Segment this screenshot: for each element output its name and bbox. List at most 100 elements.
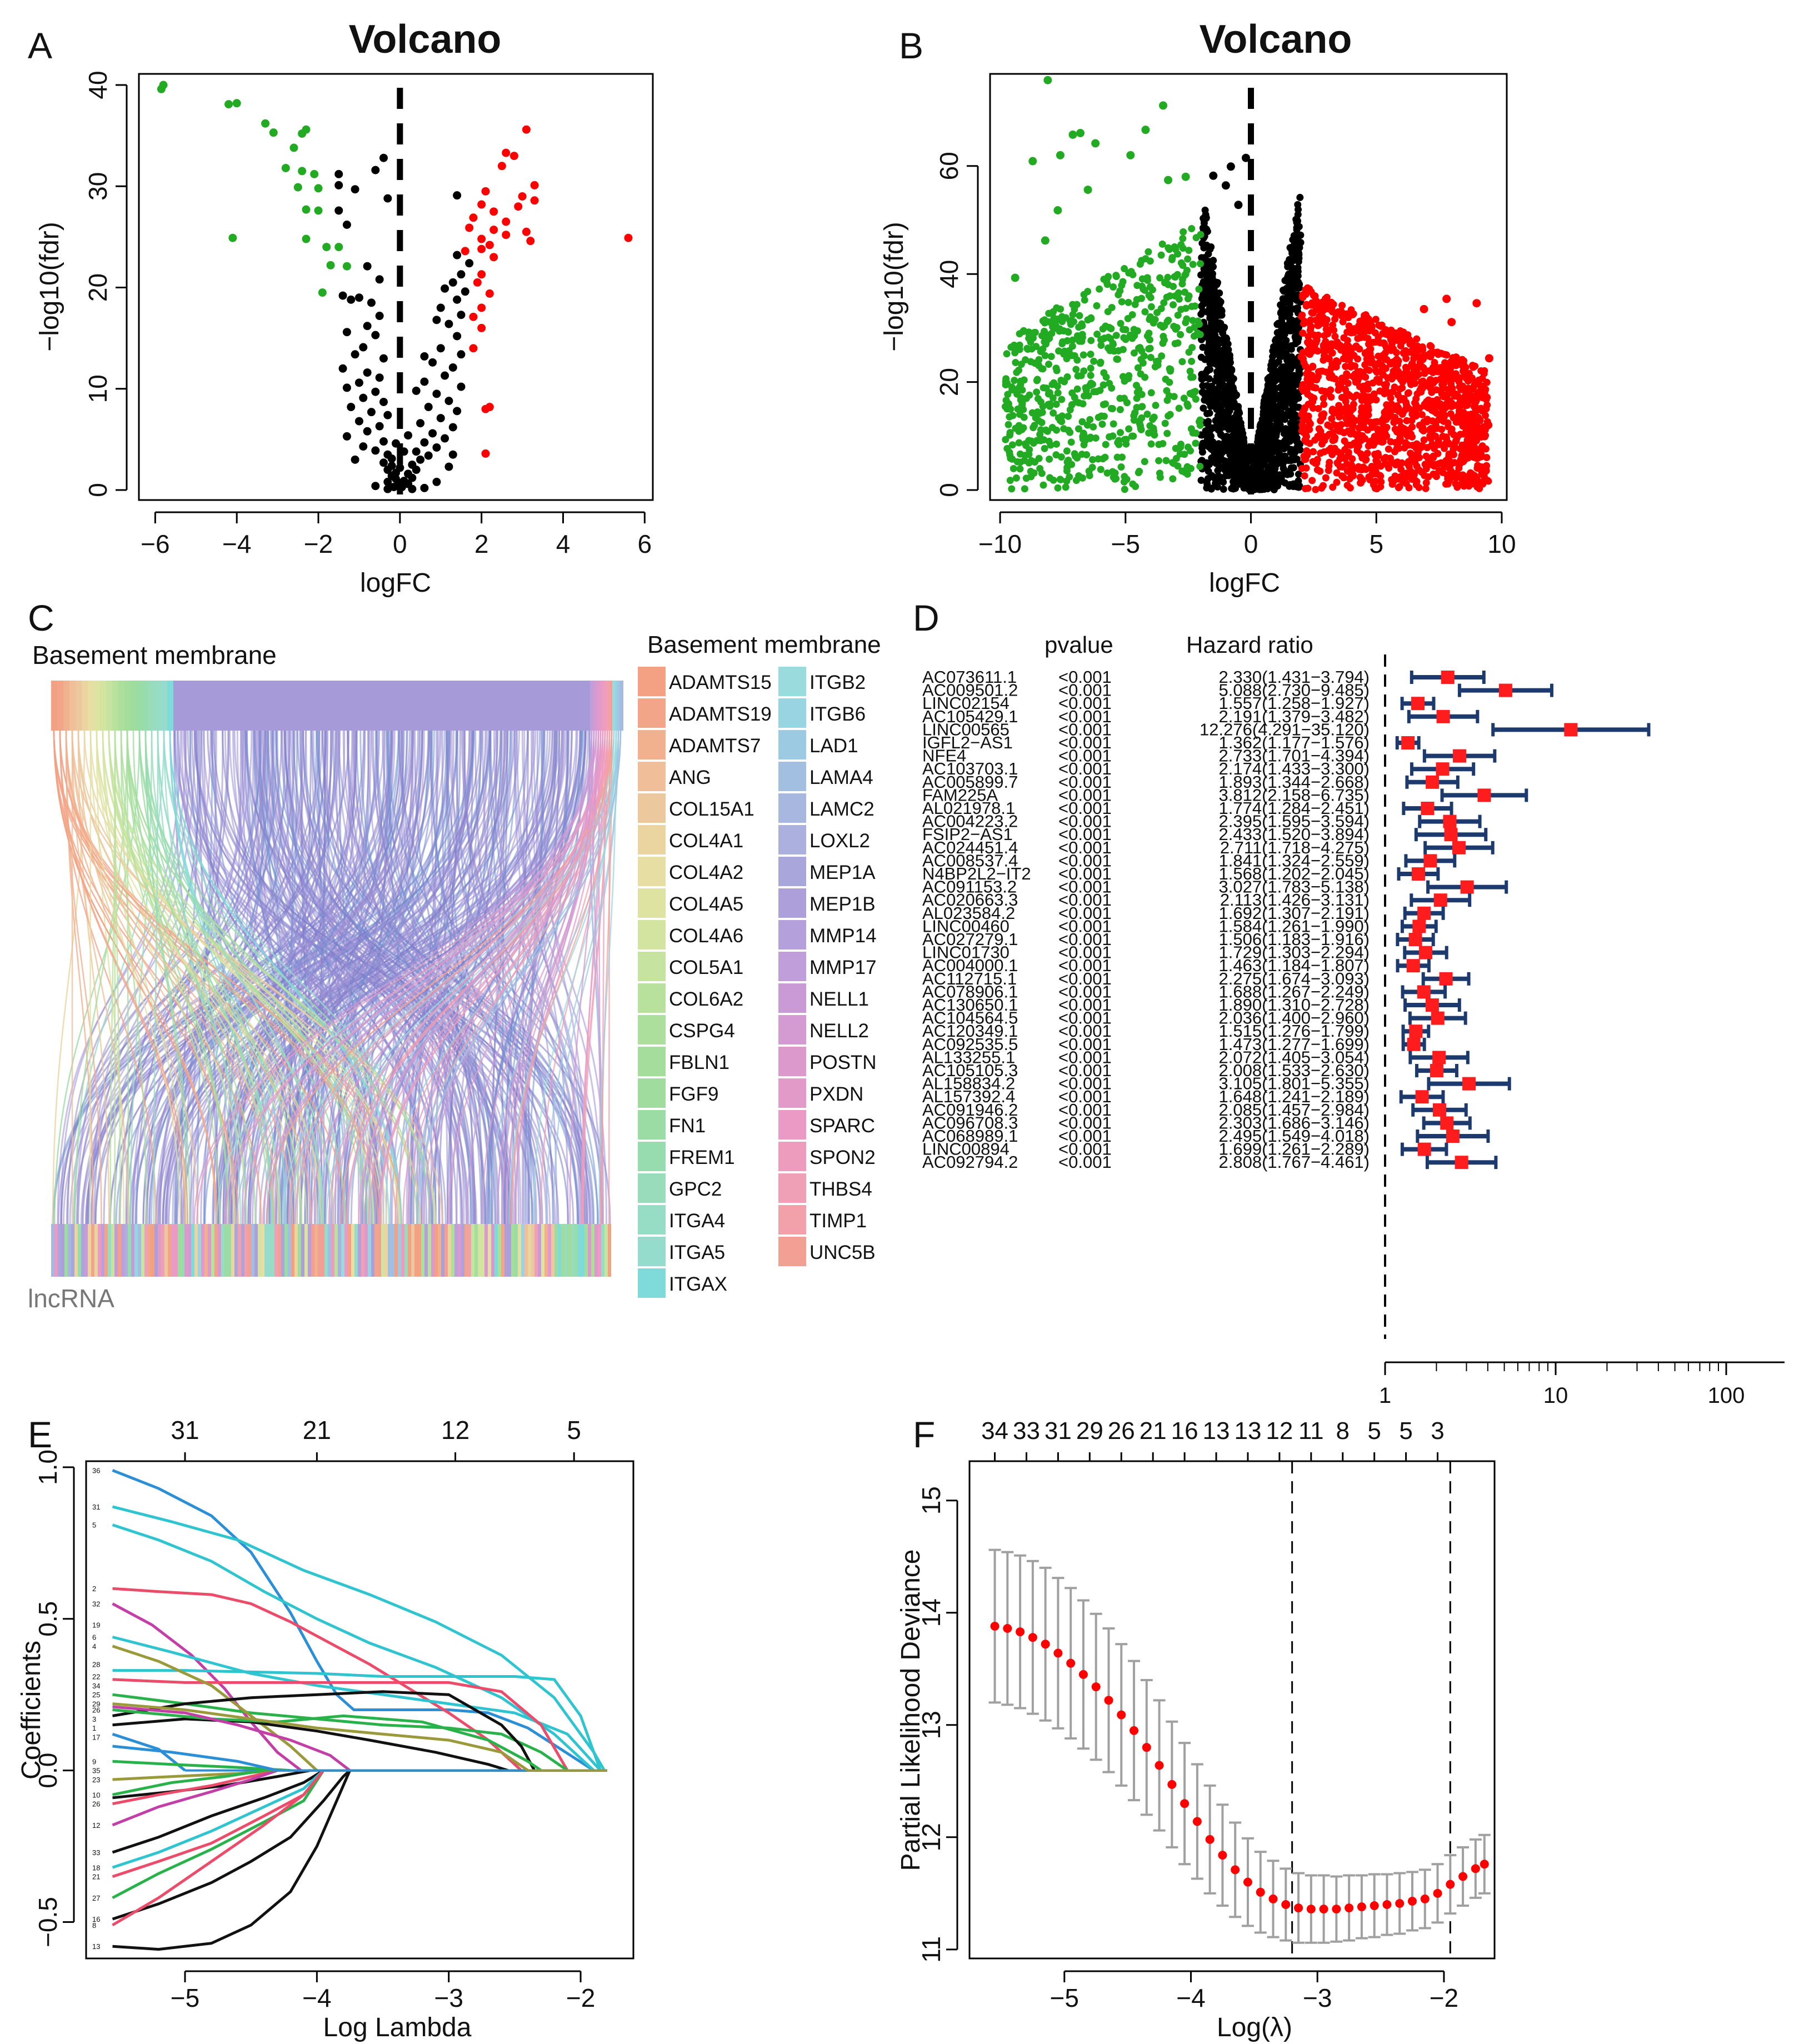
volcano-b-point-down: [1076, 129, 1085, 138]
volcano-b-point-down: [1042, 384, 1050, 392]
volcano-a-point-ns: [334, 206, 343, 215]
sankey-top-node: [621, 681, 623, 731]
forest-pvalue: <0.001: [1058, 1100, 1112, 1120]
volcano-b-point-down: [1131, 301, 1139, 308]
volcano-b-point-ns: [1284, 274, 1292, 282]
forest-hr-text: 12.276(4.291−35.120): [1200, 719, 1370, 739]
forest-gene-label: AC027279.1: [922, 929, 1018, 949]
legend-swatch: [778, 825, 806, 854]
sankey-bottom-node: [148, 1224, 151, 1277]
lasso-coef-path: [112, 1693, 568, 1772]
forest-hr-text: 2.191(1.379−3.482): [1219, 707, 1370, 726]
sankey-bottom-node: [98, 1224, 101, 1277]
volcano-b-point-up: [1387, 326, 1395, 334]
legend-swatch: [778, 730, 806, 759]
volcano-b-point-up: [1331, 315, 1339, 323]
sankey-flow: [432, 730, 557, 1225]
volcano-b-point-down: [1075, 472, 1083, 479]
volcano-a-point-ns: [457, 311, 466, 319]
volcano-b-point-up: [1338, 472, 1346, 480]
volcano-b-point-down: [1130, 416, 1138, 424]
legend-label: CSPG4: [669, 1020, 735, 1042]
volcano-b-point-up: [1376, 437, 1383, 445]
volcano-b-point-up: [1342, 397, 1350, 405]
forest-hr-text: 3.027(1.783−5.138): [1219, 877, 1370, 897]
forest-hr-text: 2.036(1.400−2.960): [1219, 1008, 1370, 1028]
volcano-b-point-down: [1046, 455, 1053, 463]
forest-gene-label: FAM225A: [922, 785, 998, 804]
volcano-b-point-ns: [1288, 291, 1296, 299]
sankey-top-node: [100, 681, 106, 731]
volcano-b-point-down: [1050, 409, 1057, 417]
volcano-b-point-down: [1006, 477, 1014, 484]
sankey-top-node: [167, 681, 173, 731]
sankey-flow: [581, 730, 604, 1225]
sankey-bottom-node: [524, 1224, 528, 1277]
sankey-bottom-node: [594, 1224, 598, 1277]
volcano-b-point-down: [1012, 359, 1020, 367]
forest-pvalue: <0.001: [1058, 943, 1112, 962]
forest-gene-label: AC008537.4: [922, 851, 1018, 870]
volcano-b-point-ns: [1253, 452, 1261, 459]
sankey-bottom-node: [401, 1224, 404, 1277]
lasso-coef-path: [112, 1770, 325, 1927]
lasso-path-index: 29: [92, 1700, 100, 1708]
legend-swatch: [778, 888, 806, 918]
sankey-bottom-node: [431, 1224, 434, 1277]
volcano-b-point-up: [1407, 467, 1415, 474]
forest-hr-marker: [1432, 1051, 1446, 1065]
legend-label: ADAMTS19: [669, 703, 772, 725]
volcano-a-point-up: [485, 241, 494, 249]
volcano-b-point-ns: [1226, 162, 1235, 171]
lasso-path-index: 6: [92, 1633, 96, 1642]
forest-pvalue: <0.001: [1058, 681, 1112, 700]
sankey-bottom-node: [534, 1224, 538, 1277]
volcano-a-point-ns: [375, 373, 384, 382]
forest-gene-label: AC073611.1: [922, 667, 1017, 687]
volcano-b-point-down: [1031, 359, 1039, 367]
volcano-b-point-down: [1110, 283, 1117, 291]
volcano-b-point-down: [1060, 425, 1068, 433]
sankey-bottom-node: [81, 1224, 84, 1277]
volcano-b-point-down: [1181, 172, 1190, 181]
lasso-coef-path: [112, 1587, 522, 1772]
volcano-b-point-down: [1052, 364, 1060, 372]
volcano-b-point-down: [1128, 334, 1136, 342]
volcano-a-point-ns: [379, 458, 388, 467]
sankey-bottom-node: [568, 1224, 571, 1277]
volcano-b-point-down: [1028, 409, 1036, 417]
sankey-top-node: [608, 681, 610, 731]
volcano-b-point-ns: [1231, 474, 1238, 482]
volcano-b-point-up: [1480, 469, 1488, 477]
volcano-a-point-up: [477, 303, 486, 312]
volcano-b-point-down: [1155, 441, 1163, 448]
volcano-b-point-up: [1352, 372, 1360, 380]
volcano-a-point-up: [526, 237, 535, 246]
sankey-bottom-node: [228, 1224, 231, 1277]
volcano-a-point-ns: [347, 295, 356, 304]
volcano-a-point-up: [489, 253, 498, 262]
volcano-b-point-up: [1422, 479, 1430, 487]
volcano-b-point-down: [1066, 318, 1074, 326]
volcano-b-point-ns: [1216, 297, 1223, 304]
volcano-a-point-up: [518, 192, 527, 201]
volcano-b-point-ns: [1275, 474, 1283, 482]
volcano-b-point-ns: [1207, 269, 1215, 277]
forest-gene-label: AC091153.2: [922, 877, 1017, 897]
volcano-b-point-down: [1125, 298, 1132, 306]
volcano-b-point-up: [1446, 389, 1453, 397]
volcano-a-point-ns: [379, 397, 388, 406]
volcano-a-point-ns: [342, 328, 351, 337]
volcano-b-point-down: [1075, 425, 1082, 433]
volcano-b-point-up: [1345, 311, 1353, 318]
forest-gene-label: AC020663.3: [922, 890, 1018, 909]
sankey-top-node: [594, 681, 597, 731]
volcano-b-point-ns: [1203, 308, 1211, 316]
sankey-bottom-node: [328, 1224, 331, 1277]
sankey-bottom-node: [491, 1224, 494, 1277]
sankey-bottom-node: [378, 1224, 381, 1277]
sankey-flow: [144, 730, 188, 1225]
volcano-b-point-down: [1081, 392, 1088, 400]
volcano-b-point-down: [1181, 451, 1188, 458]
volcano-a-point-down: [318, 288, 327, 297]
